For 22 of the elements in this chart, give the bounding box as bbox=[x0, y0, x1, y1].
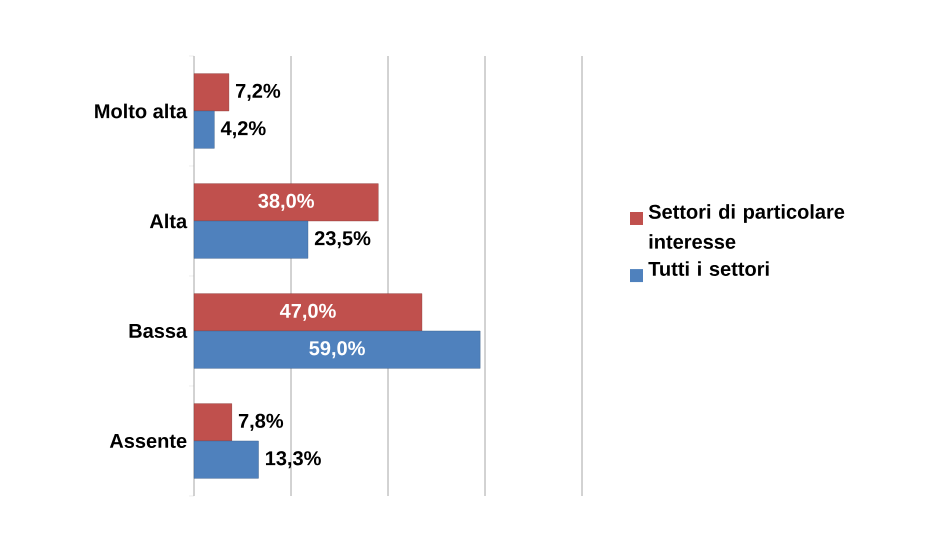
y-tick-label: Bassa bbox=[130, 324, 188, 338]
legend-label: Tutti i settori bbox=[648, 261, 769, 276]
bar bbox=[194, 220, 308, 259]
legend-label: Settori di particolare interesse bbox=[648, 204, 844, 249]
data-label: 23,5% bbox=[314, 231, 370, 248]
bar bbox=[194, 440, 259, 479]
y-tick-label: Molto alta bbox=[95, 104, 188, 118]
bar bbox=[194, 330, 480, 369]
bar bbox=[194, 73, 230, 112]
data-label: 47,0% bbox=[280, 304, 336, 321]
data-label: 38,0% bbox=[258, 194, 314, 211]
data-label: 7,8% bbox=[238, 414, 284, 431]
data-label: 59,0% bbox=[309, 341, 365, 358]
data-label: 4,2% bbox=[220, 121, 266, 138]
bar bbox=[194, 110, 215, 149]
data-label: 13,3% bbox=[266, 451, 321, 468]
y-tick-label: Assente bbox=[110, 434, 186, 448]
bar bbox=[194, 403, 232, 442]
data-label: 7,2% bbox=[236, 84, 280, 101]
bar bbox=[194, 183, 379, 222]
y-tick-label: Alta bbox=[150, 214, 188, 228]
bar bbox=[194, 293, 422, 332]
